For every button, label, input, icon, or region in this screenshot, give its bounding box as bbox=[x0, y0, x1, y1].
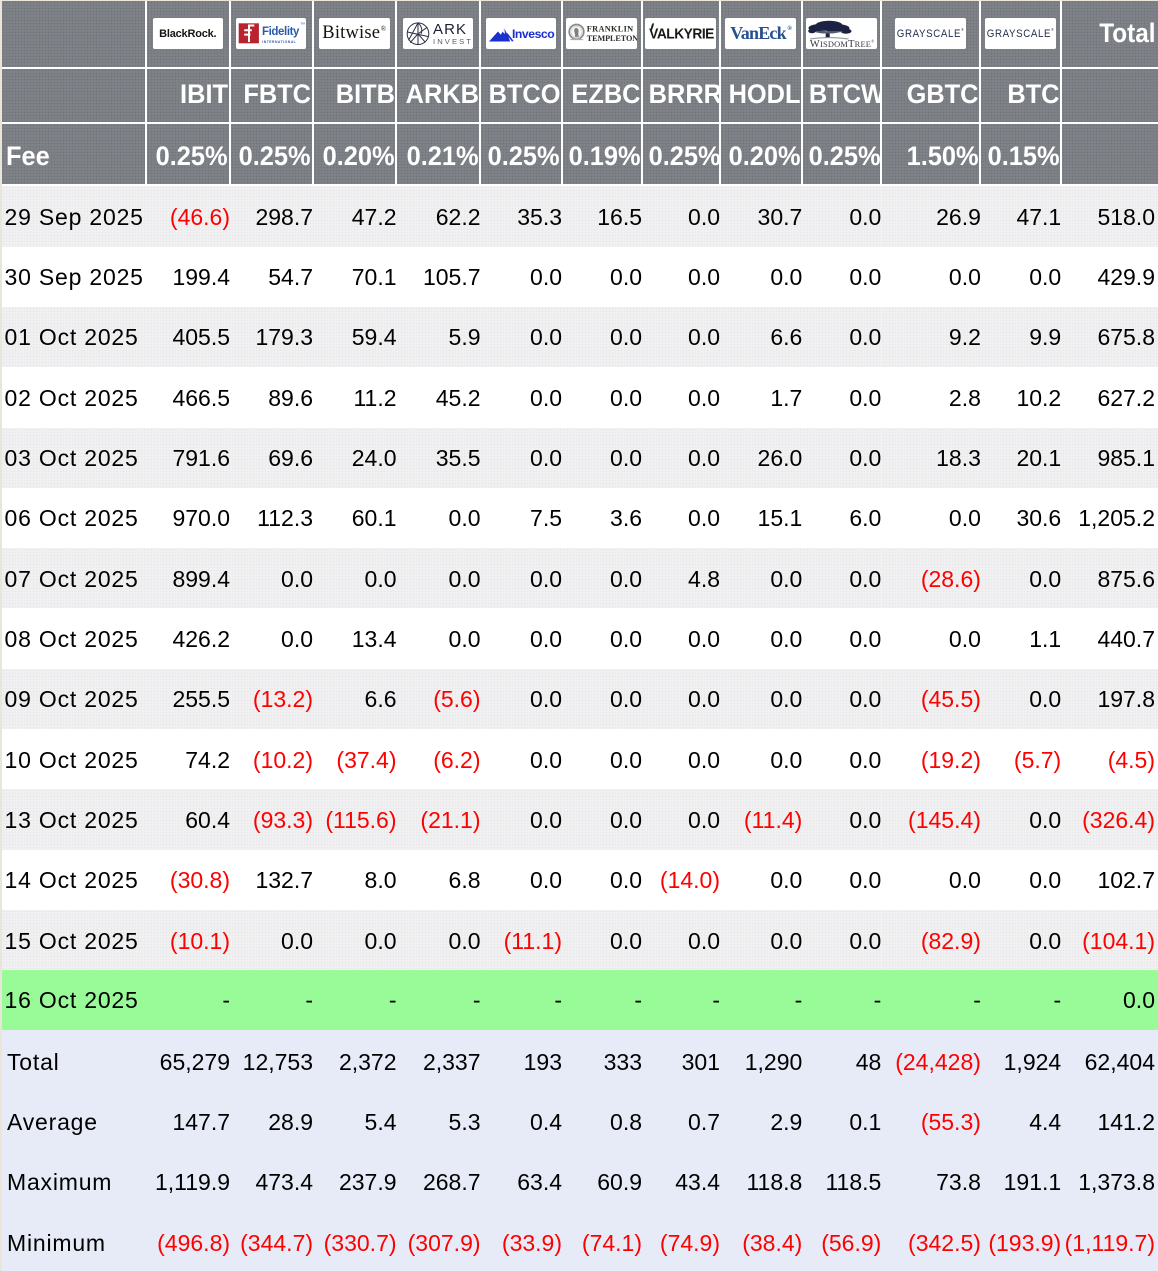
svg-text:Invesco: Invesco bbox=[512, 27, 554, 41]
svg-text:INTERNATIONAL: INTERNATIONAL bbox=[262, 40, 296, 44]
svg-text:ARK: ARK bbox=[433, 21, 467, 38]
svg-text:WISDOMTREE®: WISDOMTREE® bbox=[810, 39, 875, 50]
svg-text:TM: TM bbox=[300, 22, 305, 26]
svg-text:Fidelity: Fidelity bbox=[262, 26, 300, 38]
svg-text:TEMPLETON: TEMPLETON bbox=[587, 34, 637, 43]
svg-text:FRANKLIN: FRANKLIN bbox=[587, 25, 634, 34]
svg-text:INVEST: INVEST bbox=[433, 37, 473, 46]
